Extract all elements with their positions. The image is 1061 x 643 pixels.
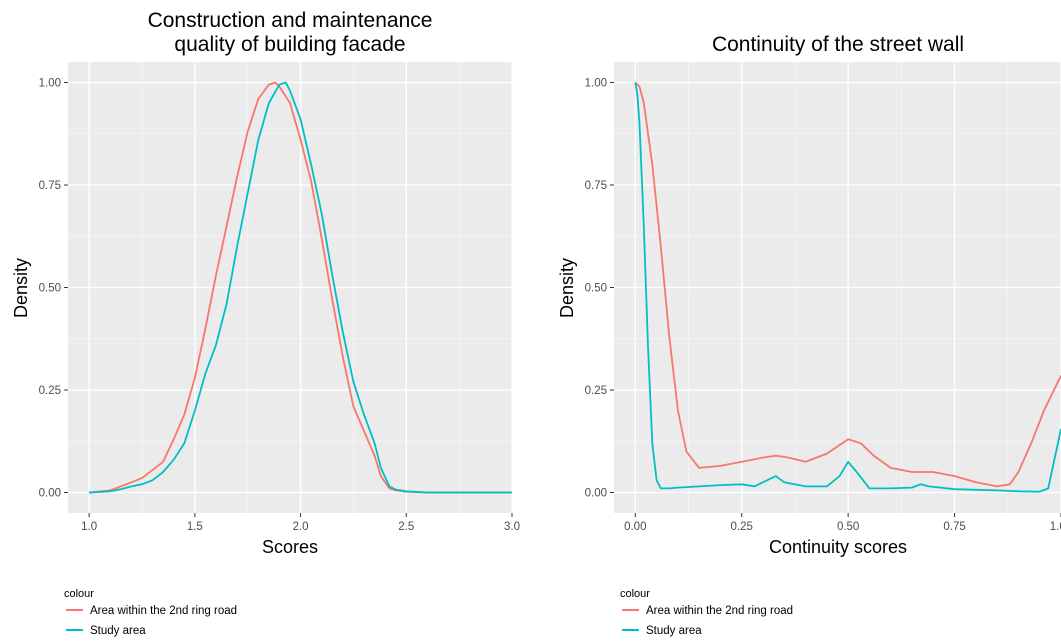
chart-building-facade: Construction and maintenance quality of … xyxy=(11,9,520,637)
y-tick-label: 0.50 xyxy=(585,283,607,295)
chart-title-line-2: quality of building facade xyxy=(174,33,405,56)
legend-title: colour xyxy=(620,588,650,600)
y-tick-label: 0.50 xyxy=(39,283,61,295)
series-line-area-within-the-2nd-ring-road xyxy=(634,81,1061,488)
chart-street-wall: Continuity of the street wall 0.000.250.… xyxy=(557,33,1061,637)
y-axis-label: Density xyxy=(557,258,577,318)
legend-label-area-2nd-ring: Area within the 2nd ring road xyxy=(646,605,793,617)
y-tick-label: 1.00 xyxy=(585,78,607,90)
x-axis-ticks: 0.00 0.25 0.50 0.75 1.00 xyxy=(624,513,1061,533)
series-line-study-area xyxy=(634,82,1061,493)
x-tick-label: 1.5 xyxy=(187,521,203,533)
x-axis-ticks: 1.0 1.5 2.0 2.5 3.0 xyxy=(81,513,520,533)
legend-title: colour xyxy=(64,588,94,600)
grid-lines xyxy=(68,62,513,513)
grid-lines xyxy=(614,62,1061,513)
y-tick-label: 1.00 xyxy=(39,78,61,90)
y-tick-label: 0.25 xyxy=(39,385,61,397)
x-tick-label: 2.0 xyxy=(293,521,309,533)
legend: colour Area within the 2nd ring road Stu… xyxy=(620,588,793,637)
x-tick-label: 0.50 xyxy=(837,521,859,533)
y-axis-ticks: 0.00 0.25 0.50 0.75 1.00 xyxy=(39,78,68,500)
legend-label-area-2nd-ring: Area within the 2nd ring road xyxy=(90,605,237,617)
x-tick-label: 0.75 xyxy=(943,521,965,533)
y-tick-label: 0.00 xyxy=(39,488,61,500)
legend-label-study-area: Study area xyxy=(90,625,146,637)
y-axis-label: Density xyxy=(11,258,31,318)
x-tick-label: 1.00 xyxy=(1050,521,1061,533)
chart-title-line-1: Construction and maintenance xyxy=(148,9,433,32)
x-axis-label: Scores xyxy=(262,537,318,557)
y-tick-label: 0.25 xyxy=(585,385,607,397)
x-tick-label: 0.00 xyxy=(624,521,646,533)
series-line-area-within-the-2nd-ring-road xyxy=(89,81,512,494)
y-axis-ticks: 0.00 0.25 0.50 0.75 1.00 xyxy=(585,78,614,500)
x-tick-label: 1.0 xyxy=(81,521,97,533)
x-axis-label: Continuity scores xyxy=(769,537,907,557)
x-tick-label: 0.25 xyxy=(731,521,753,533)
legend-label-study-area: Study area xyxy=(646,625,702,637)
series-line-study-area xyxy=(89,81,512,494)
x-tick-label: 2.5 xyxy=(398,521,414,533)
series-layer xyxy=(89,81,512,494)
y-tick-label: 0.00 xyxy=(585,488,607,500)
series-layer xyxy=(634,81,1061,493)
y-tick-label: 0.75 xyxy=(585,180,607,192)
chart-title-line-1: Continuity of the street wall xyxy=(712,33,964,56)
x-tick-label: 3.0 xyxy=(504,521,520,533)
legend: colour Area within the 2nd ring road Stu… xyxy=(64,588,237,637)
y-tick-label: 0.75 xyxy=(39,180,61,192)
